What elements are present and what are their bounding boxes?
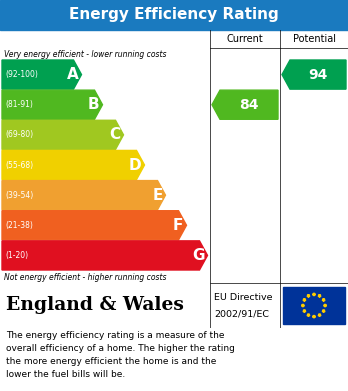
Polygon shape xyxy=(324,304,327,307)
Polygon shape xyxy=(322,310,325,313)
Text: Not energy efficient - higher running costs: Not energy efficient - higher running co… xyxy=(4,273,166,282)
Text: F: F xyxy=(173,218,183,233)
Polygon shape xyxy=(282,60,346,89)
Bar xyxy=(0,0,348,30)
Text: (1-20): (1-20) xyxy=(5,251,28,260)
Text: (55-68): (55-68) xyxy=(5,160,33,170)
Text: Current: Current xyxy=(227,34,263,44)
Polygon shape xyxy=(318,314,321,317)
Polygon shape xyxy=(2,241,207,270)
Text: (69-80): (69-80) xyxy=(5,130,33,139)
Text: Potential: Potential xyxy=(293,34,335,44)
Polygon shape xyxy=(2,181,166,210)
Text: A: A xyxy=(67,67,79,82)
Polygon shape xyxy=(313,315,316,318)
Text: 94: 94 xyxy=(308,68,328,82)
Text: D: D xyxy=(129,158,142,172)
Polygon shape xyxy=(212,90,278,119)
Polygon shape xyxy=(303,299,306,301)
Text: 84: 84 xyxy=(239,98,259,112)
Text: (92-100): (92-100) xyxy=(5,70,38,79)
Text: G: G xyxy=(192,248,205,263)
Polygon shape xyxy=(313,293,316,296)
Polygon shape xyxy=(301,304,304,307)
Text: England & Wales: England & Wales xyxy=(6,296,184,314)
Bar xyxy=(0,30,348,283)
Polygon shape xyxy=(303,310,306,313)
Text: (81-91): (81-91) xyxy=(5,100,33,109)
Polygon shape xyxy=(2,90,103,119)
Text: The energy efficiency rating is a measure of the
overall efficiency of a home. T: The energy efficiency rating is a measur… xyxy=(6,331,235,378)
Polygon shape xyxy=(2,211,187,240)
Text: (21-38): (21-38) xyxy=(5,221,33,230)
Polygon shape xyxy=(2,60,81,89)
Text: 2002/91/EC: 2002/91/EC xyxy=(214,309,269,318)
Polygon shape xyxy=(307,294,310,298)
Polygon shape xyxy=(307,314,310,317)
Polygon shape xyxy=(2,120,124,149)
Polygon shape xyxy=(322,299,325,301)
Text: Very energy efficient - lower running costs: Very energy efficient - lower running co… xyxy=(4,50,166,59)
Polygon shape xyxy=(318,294,321,298)
Polygon shape xyxy=(2,151,144,179)
Text: C: C xyxy=(109,127,120,142)
Bar xyxy=(283,287,345,324)
Text: EU Directive: EU Directive xyxy=(214,293,272,302)
Text: E: E xyxy=(152,188,163,203)
Text: B: B xyxy=(88,97,100,112)
Text: (39-54): (39-54) xyxy=(5,191,33,200)
Text: Energy Efficiency Rating: Energy Efficiency Rating xyxy=(69,7,279,23)
